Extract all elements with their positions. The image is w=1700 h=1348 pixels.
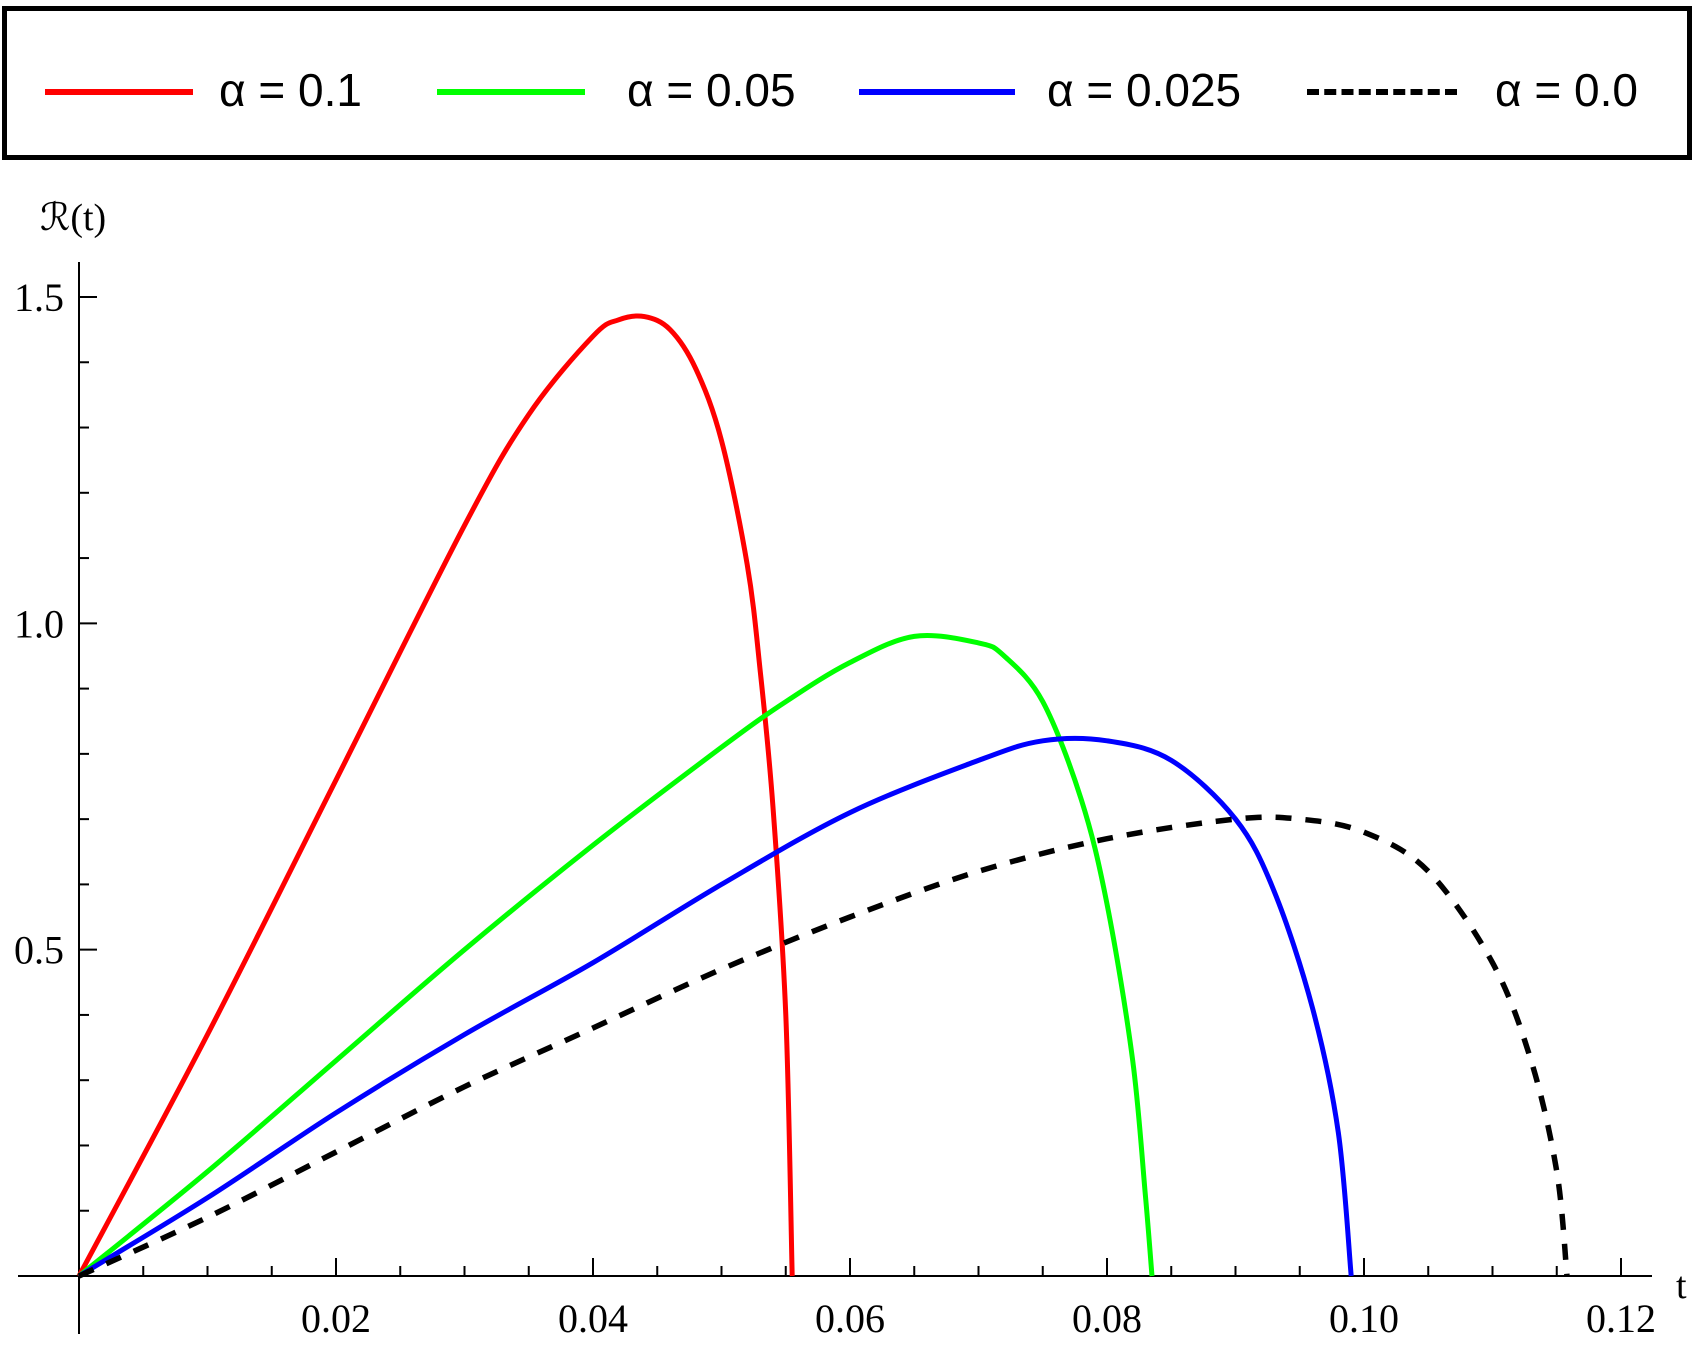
x-tick-label: 0.02 <box>301 1296 371 1341</box>
series-layer <box>76 313 1570 1279</box>
legend-label: α = 0.05 <box>627 64 796 116</box>
legend-label: α = 0.1 <box>219 64 362 116</box>
legend-swatch <box>437 89 585 95</box>
legend-label: α = 0.0 <box>1495 64 1638 116</box>
legend-swatch <box>859 89 1015 95</box>
series-alpha-0.05-line <box>77 633 1155 1278</box>
series-alpha-0.1-line <box>76 313 795 1278</box>
x-axis-label: t <box>1676 1265 1687 1307</box>
axes: 0.02 0.04 0.06 0.08 0.10 0.12 0.5 1.0 1.5 <box>14 262 1656 1341</box>
legend-swatch <box>45 89 193 95</box>
x-tick-label: 0.12 <box>1586 1296 1656 1341</box>
x-tick-label: 0.10 <box>1329 1296 1399 1341</box>
series-alpha-0.025-line <box>77 735 1354 1279</box>
legend-swatch <box>1307 89 1457 95</box>
legend: α = 0.1 α = 0.05 α = 0.025 α = 0.0 <box>2 6 1692 160</box>
series-alpha-0.0-line <box>77 814 1570 1279</box>
y-tick-label: 1.0 <box>14 601 64 646</box>
y-axis-label: ℛ(t) <box>40 197 106 239</box>
x-tick-label: 0.04 <box>558 1296 628 1341</box>
x-tick-label: 0.08 <box>1072 1296 1142 1341</box>
y-tick-label: 0.5 <box>14 928 64 973</box>
x-tick-label: 0.06 <box>815 1296 885 1341</box>
y-tick-label: 1.5 <box>14 275 64 320</box>
legend-label: α = 0.025 <box>1047 64 1242 116</box>
